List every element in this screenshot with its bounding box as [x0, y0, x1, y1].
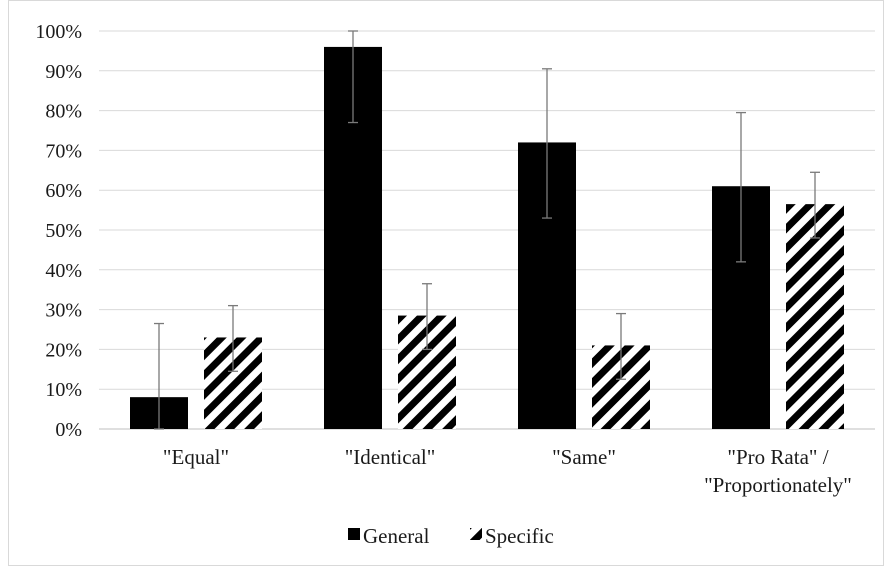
x-tick-label: "Same" — [552, 445, 616, 469]
bars — [130, 46, 844, 430]
y-tick-label: 50% — [45, 220, 82, 242]
x-tick-label: "Identical" — [345, 445, 436, 469]
y-axis-ticks: 0% 10% 20% 30% 40% 50% 60% 70% 80% 90% 100% — [35, 21, 82, 441]
x-tick-label: "Proportionately" — [704, 473, 852, 497]
legend: General Specific — [348, 524, 554, 548]
y-tick-label: 90% — [45, 61, 82, 83]
y-tick-label: 20% — [45, 339, 82, 361]
bar-specific — [786, 204, 844, 429]
legend-swatch-specific — [470, 528, 482, 540]
x-axis-ticks: "Equal" "Identical" "Same" "Pro Rata" / "Pro… — [163, 445, 852, 497]
y-tick-label: 30% — [45, 300, 82, 322]
y-tick-label: 60% — [45, 180, 82, 202]
x-tick-label: "Pro Rata" / — [727, 445, 828, 469]
x-tick-label: "Equal" — [163, 445, 229, 469]
y-tick-label: 80% — [45, 101, 82, 123]
y-tick-label: 10% — [45, 379, 82, 401]
y-tick-label: 100% — [35, 21, 82, 43]
y-tick-label: 40% — [45, 260, 82, 282]
legend-label-specific: Specific — [485, 524, 554, 548]
legend-swatch-general — [348, 528, 360, 540]
y-tick-label: 0% — [55, 419, 82, 441]
y-tick-label: 70% — [45, 140, 82, 162]
error-bars — [154, 30, 820, 430]
legend-label-general: General — [363, 524, 430, 548]
